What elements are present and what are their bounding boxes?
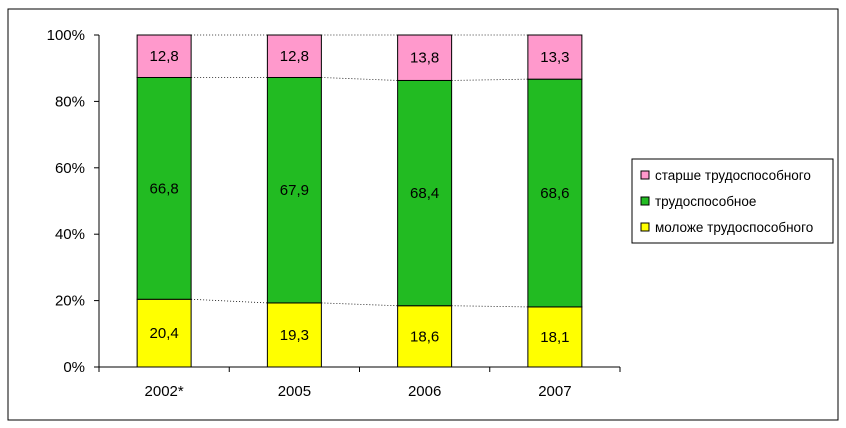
bar-segment — [266, 34, 322, 78]
series-line — [321, 77, 398, 81]
series-line — [451, 78, 528, 81]
y-tick-label: 80% — [55, 93, 85, 110]
series-line — [191, 298, 268, 304]
bar-segment — [266, 76, 322, 304]
data-label: 13,8 — [410, 50, 439, 67]
x-tick-label: 2005 — [278, 383, 311, 400]
x-tick-label: 2007 — [538, 383, 571, 400]
data-label: 20,4 — [150, 325, 179, 342]
legend-swatch — [640, 222, 650, 232]
bar-segment — [527, 78, 583, 308]
data-label: 68,4 — [410, 185, 439, 202]
legend-label: трудоспособное — [655, 194, 756, 209]
bar-segment — [397, 34, 453, 81]
x-tick-label: 2006 — [408, 383, 441, 400]
data-label: 12,8 — [280, 48, 309, 65]
y-tick-label: 60% — [55, 160, 85, 177]
data-label: 18,1 — [540, 329, 569, 346]
legend: старше трудоспособного трудоспособное моло… — [631, 158, 834, 244]
x-tick-label: 2002* — [145, 383, 184, 400]
y-tick-label: 0% — [63, 359, 85, 376]
data-label: 67,9 — [280, 182, 309, 199]
y-tick-label: 100% — [47, 27, 85, 44]
series-line — [321, 302, 398, 307]
bar-segment — [136, 298, 192, 368]
bar-segment — [527, 34, 583, 80]
y-tick-label: 20% — [55, 293, 85, 310]
legend-label: старше трудоспособного — [655, 168, 811, 183]
data-label: 66,8 — [150, 180, 179, 197]
bar-segment — [397, 79, 453, 307]
data-label: 18,6 — [410, 328, 439, 345]
legend-swatch — [640, 170, 650, 180]
legend-box — [631, 158, 834, 244]
bar-segment — [136, 34, 192, 78]
data-label: 13,3 — [540, 49, 569, 66]
data-label: 19,3 — [280, 327, 309, 344]
plot-area: 20,4 19,3 18,6 18,1 66,8 67,9 68,4 68,6 12,8 12,8… — [47, 27, 621, 400]
data-label: 68,6 — [540, 185, 569, 202]
legend-label: моложе трудоспособного — [655, 220, 813, 235]
y-tick-label: 40% — [55, 226, 85, 243]
series-line — [451, 305, 528, 308]
legend-swatch — [640, 196, 650, 206]
bar-segment — [397, 305, 453, 368]
data-label: 12,8 — [150, 48, 179, 65]
bar-segment — [136, 76, 192, 300]
